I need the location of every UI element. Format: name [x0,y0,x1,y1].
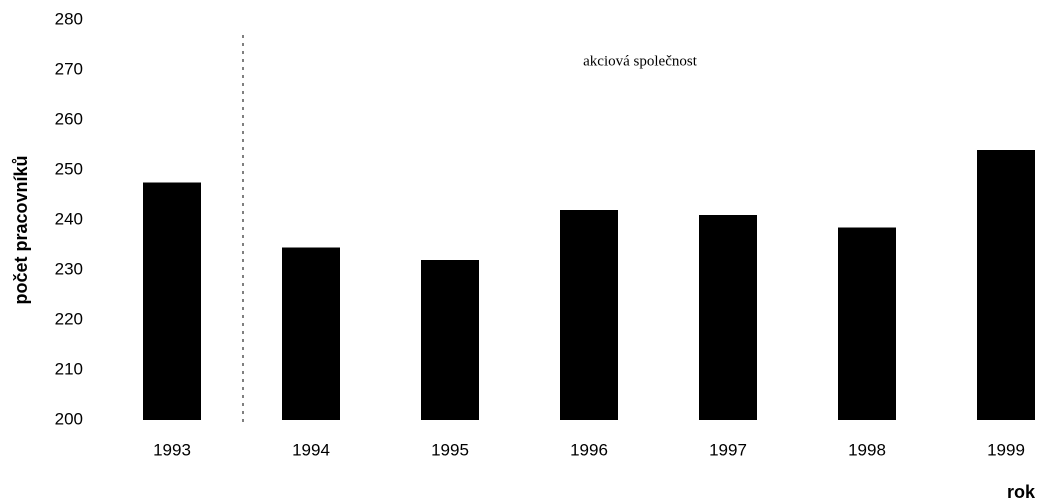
y-tick-label: 200 [55,409,83,428]
annotation: akciová společnost [583,53,698,69]
bar [421,260,479,420]
x-tick-label: 1996 [570,440,608,459]
y-tick-label: 230 [55,259,83,278]
y-tick-label: 240 [55,209,83,228]
x-axis-label: rok [1007,482,1036,501]
bar [282,247,340,420]
x-tick-label: 1995 [431,440,469,459]
y-tick-label: 210 [55,359,83,378]
y-tick-label: 260 [55,109,83,128]
bar [560,210,618,420]
y-tick-label: 270 [55,59,83,78]
bar [977,150,1035,420]
bar [699,215,757,420]
bar [838,227,896,420]
y-tick-label: 280 [55,9,83,28]
y-tick-label: 220 [55,309,83,328]
y-tick-label: 250 [55,159,83,178]
x-tick-label: 1997 [709,440,747,459]
x-tick-label: 1994 [292,440,330,459]
y-axis-label: počet pracovníků [11,155,31,304]
bar [143,182,201,420]
x-tick-label: 1998 [848,440,886,459]
x-tick-label: 1993 [153,440,191,459]
x-tick-label: 1999 [987,440,1025,459]
